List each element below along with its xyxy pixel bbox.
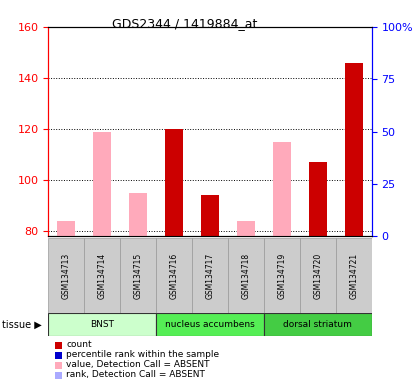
Text: GSM134713: GSM134713 — [62, 252, 71, 299]
Text: GSM134716: GSM134716 — [170, 252, 178, 299]
Text: count: count — [66, 340, 92, 349]
Bar — [48, 313, 156, 336]
Bar — [120, 238, 156, 313]
Text: GDS2344 / 1419884_at: GDS2344 / 1419884_at — [112, 17, 257, 30]
Bar — [48, 238, 84, 313]
Text: percentile rank within the sample: percentile rank within the sample — [66, 350, 220, 359]
Text: tissue ▶: tissue ▶ — [2, 319, 42, 329]
Text: GSM134714: GSM134714 — [98, 252, 107, 299]
Text: value, Detection Call = ABSENT: value, Detection Call = ABSENT — [66, 360, 210, 369]
Text: GSM134717: GSM134717 — [205, 252, 215, 299]
Bar — [300, 238, 336, 313]
Bar — [345, 63, 363, 236]
Bar — [336, 238, 372, 313]
Bar — [57, 221, 75, 236]
Text: GSM134718: GSM134718 — [241, 252, 250, 299]
Text: GSM134720: GSM134720 — [313, 252, 322, 299]
Bar — [156, 238, 192, 313]
Bar — [228, 238, 264, 313]
Bar — [237, 221, 255, 236]
Bar — [156, 313, 264, 336]
Bar — [165, 129, 183, 236]
Text: BNST: BNST — [90, 320, 114, 329]
Bar — [264, 238, 300, 313]
Bar — [309, 162, 327, 236]
Text: GSM134719: GSM134719 — [277, 252, 286, 299]
Text: rank, Detection Call = ABSENT: rank, Detection Call = ABSENT — [66, 370, 205, 379]
Bar — [273, 142, 291, 236]
Bar — [264, 313, 372, 336]
Bar — [84, 238, 120, 313]
Text: GSM134721: GSM134721 — [349, 252, 358, 299]
Bar — [93, 132, 111, 236]
Text: GSM134715: GSM134715 — [134, 252, 143, 299]
Bar — [192, 238, 228, 313]
Text: nucleus accumbens: nucleus accumbens — [165, 320, 255, 329]
Bar — [201, 195, 219, 236]
Text: dorsal striatum: dorsal striatum — [284, 320, 352, 329]
Bar — [129, 193, 147, 236]
